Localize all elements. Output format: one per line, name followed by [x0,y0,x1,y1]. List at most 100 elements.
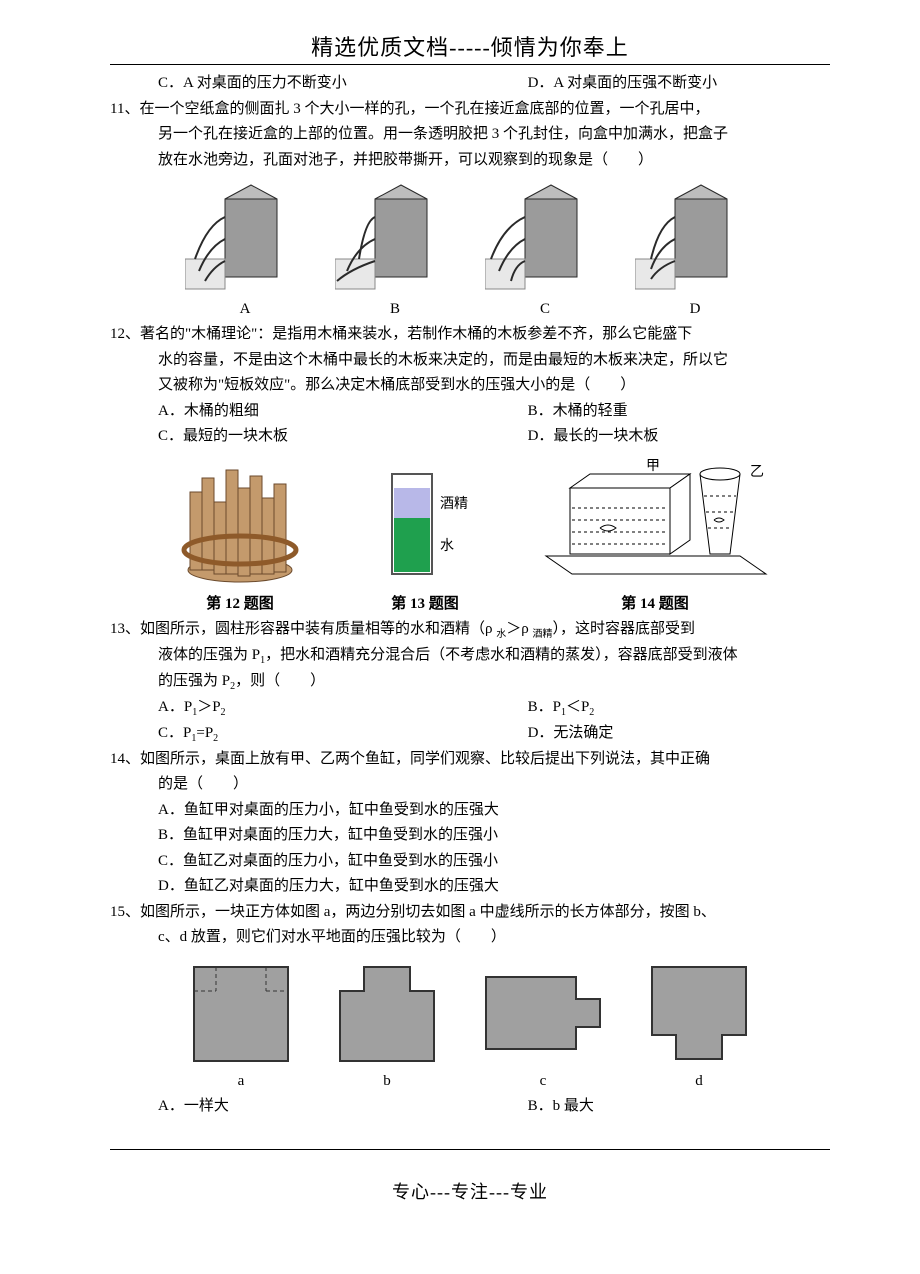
q10-opts-cd: C．A 对桌面的压力不断变小 D．A 对桌面的压强不断变小 [110,71,830,97]
q12-14-figs: 第 12 题图 酒精 水 第 13 题图 [110,458,830,613]
q11-num: 11、 [110,101,139,117]
fig13: 酒精 水 第 13 题图 [370,458,480,613]
q11-l1: 在一个空纸盒的侧面扎 3 个大小一样的孔，一个孔在接近盒底部的位置，一个孔居中， [139,101,709,117]
beaker-label-water: 水 [440,538,454,554]
q11-label-d: D [635,301,755,318]
q15-label-c: c [478,1073,608,1090]
page-header: 精选优质文档-----倾情为你奉上 [110,30,830,62]
q15-fig-d: d [644,959,754,1090]
q15: 15、如图所示，一块正方体如图 a，两边分别切去如图 a 中虚线所示的长方体部分… [110,900,830,926]
q13c1: C．P [158,725,191,741]
q15-figs: a b c d [110,959,830,1090]
q15-label-d: d [644,1073,754,1090]
fig14: 甲 乙 第 14 题图 [540,458,770,613]
q12-opts-ab: A．木桶的粗细 B．木桶的轻重 [110,399,830,425]
q14-opt-b: B．鱼缸甲对桌面的压力大，缸中鱼受到水的压强小 [110,823,830,849]
q15-num: 15、 [110,904,140,920]
q11-fig-d: D [635,181,755,318]
q11-l3: 放在水池旁边，孔面对池子，并把胶带撕开，可以观察到的现象是（ ） [110,148,830,174]
q12-opt-a: A．木桶的粗细 [158,399,528,425]
q13-opts-ab: A．P1＞P2 B．P1＜P2 [110,695,830,721]
fig12-cap: 第 12 题图 [170,592,310,613]
carton-c-svg [485,181,605,297]
tanks-svg: 甲 乙 [540,458,770,588]
q14-opt-c: C．鱼缸乙对桌面的压力小，缸中鱼受到水的压强小 [110,849,830,875]
q14-opt-d: D．鱼缸乙对桌面的压力大，缸中鱼受到水的压强大 [110,874,830,900]
q12-opt-d: D．最长的一块木板 [528,424,830,450]
q12: 12、著名的"木桶理论"：是指用木桶来装水，若制作木桶的木板参差不齐，那么它能盛… [110,322,830,348]
tank-label-yi: 乙 [750,464,764,480]
q11-fig-a: A [185,181,305,318]
q13-l3b: ，则（ ） [235,673,325,689]
q13-l3: 的压强为 P2，则（ ） [110,669,830,695]
carton-a-svg [185,181,305,297]
q12-num: 12、 [110,326,140,342]
q15-fig-c: c [478,959,608,1090]
page-footer: 专心---专注---专业 [110,1178,830,1204]
q11-figs: A B C [110,181,830,318]
q13c2: =P [196,725,213,741]
footer-rule [110,1149,830,1150]
q13-sub1: 水 [496,629,506,640]
shape-c-svg [478,959,608,1069]
q15-fig-b: b [332,959,442,1090]
q13b2: ＜P [566,699,589,715]
barrel-svg [170,458,310,588]
q12-l1: 著名的"木桶理论"：是指用木桶来装水，若制作木桶的木板参差不齐，那么它能盛下 [140,326,692,342]
beaker-label-alcohol: 酒精 [440,496,468,512]
q14-opt-a: A．鱼缸甲对桌面的压力小，缸中鱼受到水的压强大 [110,798,830,824]
q11-fig-c: C [485,181,605,318]
q15-opt-a: A．一样大 [158,1094,528,1120]
q15-fig-a: a [186,959,296,1090]
shape-a-svg [186,959,296,1069]
q13-opt-d: D．无法确定 [528,721,830,747]
q12-opt-c: C．最短的一块木板 [158,424,528,450]
q15-l2: c、d 放置，则它们对水平地面的压强比较为（ ） [110,925,830,951]
q13a2: ＞P [197,699,220,715]
q13-opt-c: C．P1=P2 [158,721,528,747]
q13-opts-cd: C．P1=P2 D．无法确定 [110,721,830,747]
q14: 14、如图所示，桌面上放有甲、乙两个鱼缸，同学们观察、比较后提出下列说法，其中正… [110,747,830,773]
q11: 11、在一个空纸盒的侧面扎 3 个大小一样的孔，一个孔在接近盒底部的位置，一个孔… [110,97,830,123]
header-rule [110,64,830,65]
q12-l2: 水的容量，不是由这个木桶中最长的木板来决定的，而是由最短的木板来决定，所以它 [110,348,830,374]
q14-l2: 的是（ ） [110,772,830,798]
q13-l2a: 液体的压强为 P [158,647,260,663]
beaker-svg: 酒精 水 [370,458,480,588]
q15-label-b: b [332,1073,442,1090]
q15-opt-b: B．b 最大 [528,1094,830,1120]
q13-num: 13、 [110,621,140,637]
fig12: 第 12 题图 [170,458,310,613]
q13-opt-b: B．P1＜P2 [528,695,830,721]
q13-l1c: ），这时容器底部受到 [553,621,696,637]
q12-l3: 又被称为"短板效应"。那么决定木桶底部受到水的压强大小的是（ ） [110,373,830,399]
q11-label-c: C [485,301,605,318]
fig13-cap: 第 13 题图 [370,592,480,613]
q15-label-a: a [186,1073,296,1090]
q11-l2: 另一个孔在接近盒的上部的位置。用一条透明胶把 3 个孔封住，向盒中加满水，把盒子 [110,122,830,148]
q13-l3a: 的压强为 P [158,673,230,689]
carton-b-svg [335,181,455,297]
carton-d-svg [635,181,755,297]
shape-b-svg [332,959,442,1069]
q13-l2: 液体的压强为 P1，把水和酒精充分混合后（不考虑水和酒精的蒸发），容器底部受到液… [110,643,830,669]
q13-opt-a: A．P1＞P2 [158,695,528,721]
shape-d-svg [644,959,754,1069]
q13-sub2: 酒精 [533,629,553,640]
q12-opt-b: B．木桶的轻重 [528,399,830,425]
q11-fig-b: B [335,181,455,318]
q13a1: A．P [158,699,192,715]
q10-opt-d: D．A 对桌面的压强不断变小 [528,71,830,97]
tank-label-jia: 甲 [646,459,660,474]
q13-l2b: ，把水和酒精充分混合后（不考虑水和酒精的蒸发），容器底部受到液体 [265,647,738,663]
q14-l1: 如图所示，桌面上放有甲、乙两个鱼缸，同学们观察、比较后提出下列说法，其中正确 [140,751,710,767]
q11-label-a: A [185,301,305,318]
q15-l1: 如图所示，一块正方体如图 a，两边分别切去如图 a 中虚线所示的长方体部分，按图… [140,904,716,920]
q10-opt-c: C．A 对桌面的压力不断变小 [158,71,528,97]
q12-opts-cd: C．最短的一块木板 D．最长的一块木板 [110,424,830,450]
q15-opts-ab: A．一样大 B．b 最大 [110,1094,830,1120]
fig14-cap: 第 14 题图 [540,592,770,613]
q13b1: B．P [528,699,561,715]
q13: 13、如图所示，圆柱形容器中装有质量相等的水和酒精（ρ 水＞ρ 酒精），这时容器… [110,617,830,643]
q13-l1b: ＞ρ [506,621,532,637]
